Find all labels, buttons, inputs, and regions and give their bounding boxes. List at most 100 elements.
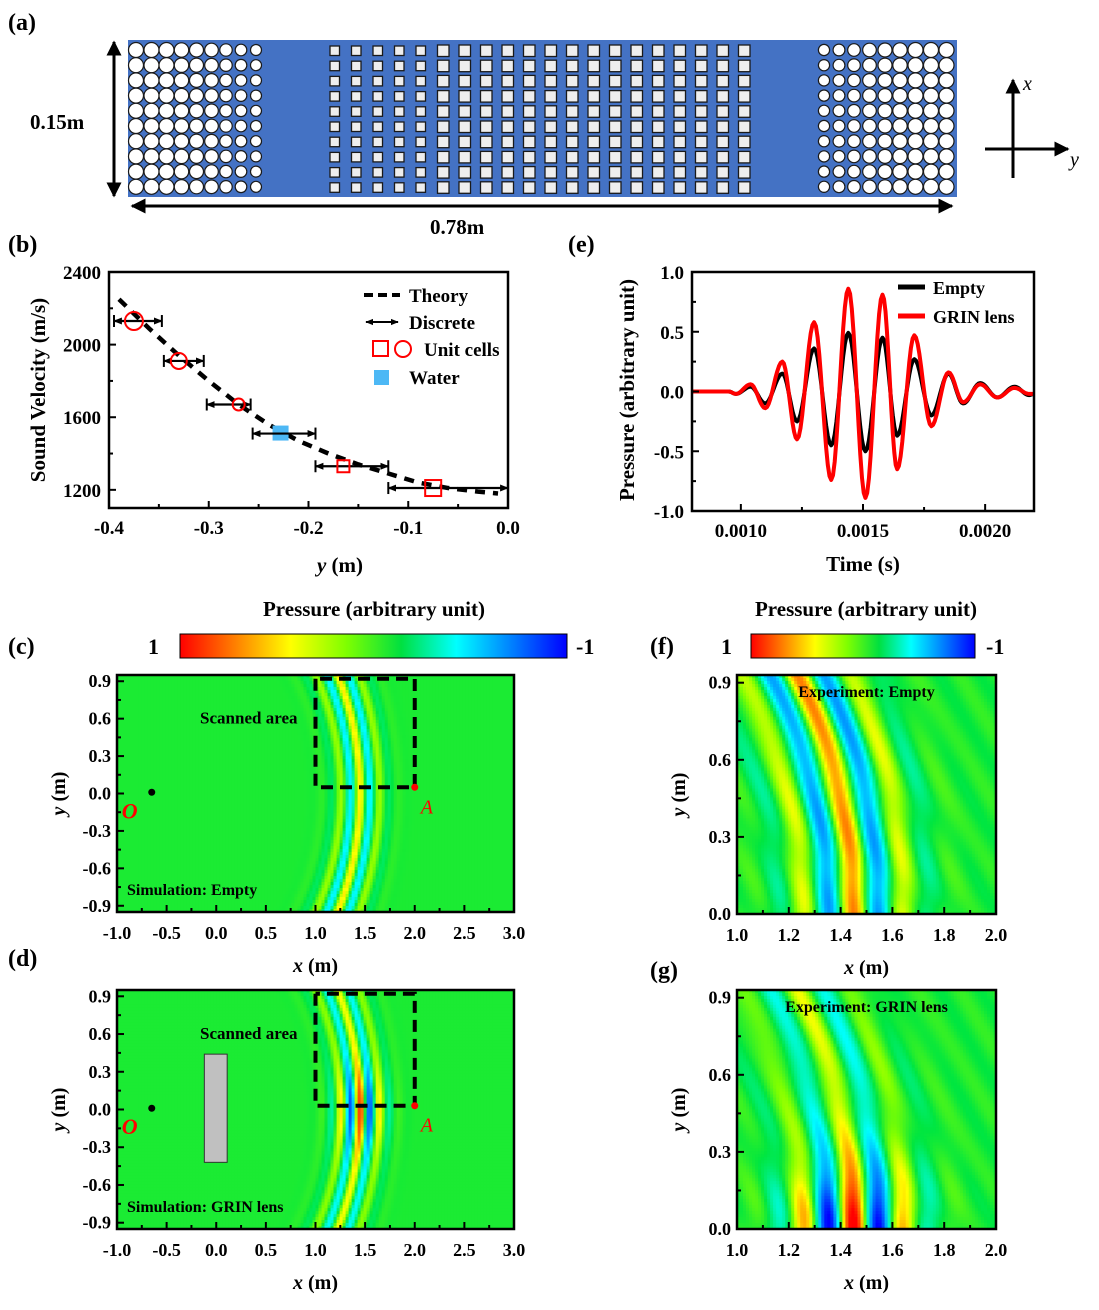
circle-cell	[129, 149, 144, 164]
square-cell	[373, 76, 383, 86]
x-tick-label: 3.0	[503, 923, 526, 943]
square-cell	[502, 45, 514, 57]
circle-cell	[893, 73, 907, 87]
circle-cell	[144, 179, 159, 194]
square-cell	[610, 75, 622, 87]
square-cell	[502, 106, 514, 118]
square-cell	[567, 91, 579, 103]
square-cell	[502, 121, 514, 133]
circle-cell	[833, 120, 845, 132]
square-cell	[502, 60, 514, 71]
circle-cell	[174, 180, 188, 194]
square-cell	[373, 92, 383, 102]
square-cell	[610, 91, 622, 103]
circle-cell	[235, 75, 247, 87]
square-cell	[717, 182, 729, 194]
circle-cell	[863, 180, 877, 194]
circle-cell	[848, 135, 861, 148]
y-tick-label: 0.0	[709, 904, 732, 924]
panel-label-a: (a)	[8, 10, 36, 36]
chart-e-xlabel: Time (s)	[826, 552, 900, 576]
square-cell	[481, 106, 493, 118]
circle-cell	[220, 120, 232, 132]
point-a-marker	[411, 1102, 418, 1109]
circle-cell	[893, 43, 907, 57]
circle-cell	[908, 58, 923, 73]
square-cell	[416, 107, 426, 117]
circle-cell	[939, 88, 954, 103]
circle-cell	[205, 74, 219, 88]
circle-cell	[129, 119, 144, 134]
square-cell	[631, 151, 643, 163]
square-cell	[653, 121, 665, 133]
y-tick-label: 1600	[63, 408, 101, 429]
legend-water-swatch	[374, 370, 389, 385]
circle-cell	[818, 136, 829, 147]
circle-cell	[144, 164, 159, 179]
circle-cell	[924, 119, 939, 134]
circle-cell	[863, 74, 877, 88]
square-cell	[352, 46, 362, 56]
pressure-field	[117, 675, 515, 913]
square-cell	[524, 167, 536, 179]
circle-cell	[848, 44, 861, 57]
square-cell	[373, 152, 383, 162]
square-cell	[588, 60, 600, 71]
square-cell	[416, 92, 426, 102]
legend-discrete-label: Discrete	[409, 313, 475, 334]
square-cell	[588, 182, 600, 194]
square-cell	[717, 45, 729, 57]
square-cell	[653, 45, 665, 57]
circle-cell	[205, 150, 219, 164]
circle-cell	[908, 73, 923, 88]
circle-cell	[251, 136, 262, 147]
square-cell	[653, 106, 665, 118]
square-cell	[524, 106, 536, 118]
legend-empty-label: Empty	[933, 278, 985, 298]
circle-cell	[863, 89, 877, 103]
square-cell	[352, 122, 362, 132]
x-tick-label: 2.0	[985, 925, 1008, 945]
legend-water-label: Water	[409, 368, 460, 389]
square-cell	[330, 168, 340, 178]
square-cell	[459, 167, 471, 179]
y-tick-label: 0.6	[709, 1065, 732, 1085]
circle-cell	[190, 165, 204, 179]
scanned-area-label: Scanned area	[200, 1024, 298, 1043]
circle-cell	[190, 180, 204, 194]
square-cell	[438, 167, 450, 179]
x-tick-label: 1.5	[354, 1240, 377, 1260]
y-tick-label: 0.9	[89, 671, 112, 691]
axis-x-label: x	[1022, 73, 1032, 95]
circle-cell	[251, 45, 262, 56]
legend-circle-cell-swatch	[395, 341, 411, 357]
square-cell	[674, 182, 686, 194]
y-tick-label: -0.9	[83, 896, 112, 916]
x-axis-label: x (m)	[292, 955, 338, 977]
circle-cell	[220, 135, 232, 147]
square-cell	[674, 75, 686, 87]
chart-e-ticks: 0.0010 0.0015 0.0020-1.0-0.50.00.51.0	[654, 263, 1011, 542]
square-cell	[416, 183, 426, 193]
circle-cell	[251, 181, 262, 192]
y-tick-label: 0.0	[660, 383, 684, 404]
square-cell	[717, 106, 729, 118]
square-cell	[739, 106, 751, 118]
square-cell	[481, 60, 493, 71]
y-axis-label: y (m)	[48, 772, 70, 818]
circle-cell	[924, 149, 939, 164]
square-cell	[545, 182, 557, 194]
colorbar-left-min: -1	[576, 634, 594, 659]
square-cell	[631, 60, 643, 71]
square-cell	[416, 46, 426, 56]
square-cell	[567, 45, 579, 57]
point-a-label: A	[419, 796, 434, 818]
square-cell	[352, 152, 362, 162]
circle-cell	[129, 88, 144, 103]
x-axis-label: x (m)	[843, 1272, 889, 1294]
chart-pressure-time: 0.0010 0.0015 0.0020-1.0-0.50.00.51.0 Time…	[615, 263, 1034, 576]
circle-cell	[893, 149, 907, 163]
square-cell	[416, 61, 426, 70]
square-cell	[631, 136, 643, 148]
